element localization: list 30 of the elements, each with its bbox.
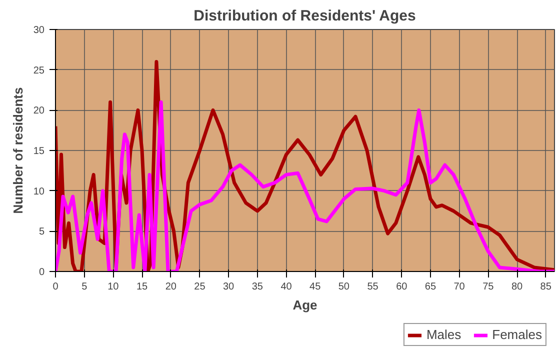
x-tick-label: 55 [367, 282, 379, 292]
y-axis-title: Number of residents [10, 87, 26, 214]
y-tick-label: 15 [33, 146, 45, 157]
x-tick-label: 60 [396, 282, 408, 292]
chart-title: Distribution of Residents' Ages [194, 8, 416, 24]
x-tick-label: 85 [540, 282, 552, 292]
x-tick-label: 5 [82, 282, 88, 292]
x-tick-label: 75 [482, 282, 494, 292]
y-tick-label: 25 [33, 65, 45, 76]
y-tick-label: 10 [33, 186, 45, 198]
x-tick-label: 70 [454, 282, 466, 292]
legend-label: Males [426, 327, 462, 342]
x-tick-label: 35 [252, 282, 264, 292]
y-tick-label: 30 [33, 25, 45, 36]
x-tick-label: 40 [280, 282, 292, 292]
legend-label: Females [492, 327, 542, 342]
x-tick-label: 30 [223, 282, 235, 292]
y-tick-label: 0 [38, 267, 45, 278]
x-tick-label: 15 [136, 282, 148, 292]
x-tick-label: 25 [194, 282, 206, 292]
x-tick-label: 10 [108, 282, 120, 292]
y-tick-label: 20 [33, 106, 45, 117]
x-axis-title: Age [292, 298, 318, 312]
y-tick-label: 5 [38, 226, 45, 238]
x-tick-label: 20 [165, 282, 177, 292]
x-tick-label: 50 [338, 282, 350, 292]
x-tick-label: 0 [52, 282, 59, 292]
x-tick-label: 45 [310, 282, 322, 292]
x-tick-label: 80 [511, 282, 524, 292]
x-tick-label: 65 [424, 282, 436, 292]
